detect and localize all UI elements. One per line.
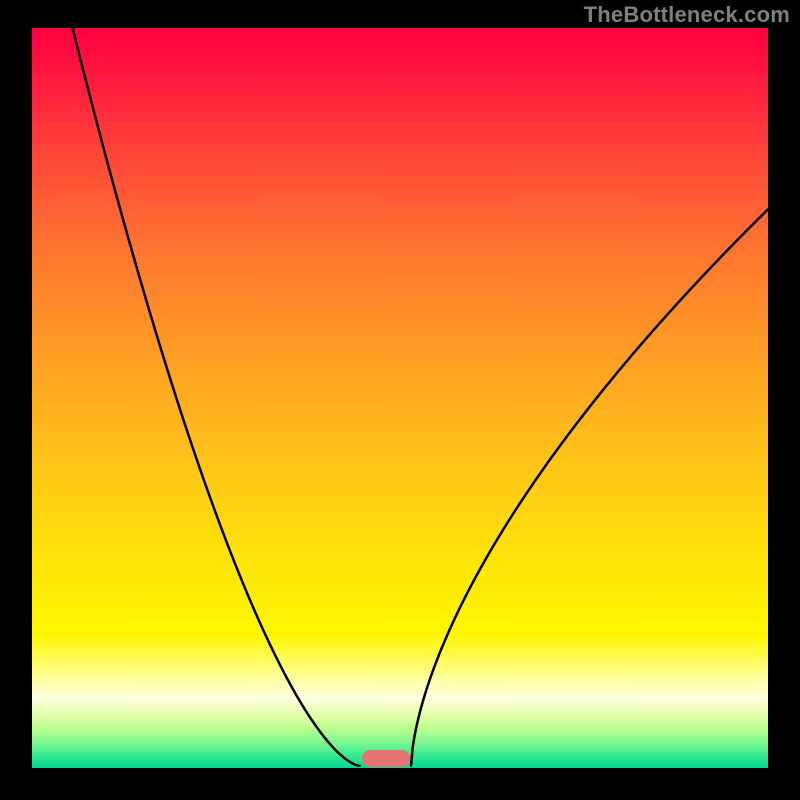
curve-layer bbox=[32, 28, 768, 768]
plot-area bbox=[32, 28, 768, 768]
bottleneck-marker bbox=[362, 750, 410, 766]
watermark-text: TheBottleneck.com bbox=[584, 2, 790, 28]
chart-container: TheBottleneck.com bbox=[0, 0, 800, 800]
deviation-curve bbox=[72, 28, 359, 766]
deviation-curve bbox=[411, 209, 768, 765]
